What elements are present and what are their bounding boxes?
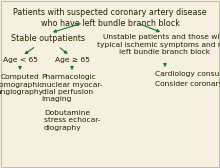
Text: Stable outpatients: Stable outpatients [11, 34, 85, 43]
Text: Age < 65: Age < 65 [3, 57, 37, 63]
Text: Patients with suspected coronary artery disease
who have left bundle branch bloc: Patients with suspected coronary artery … [13, 8, 207, 28]
Text: Unstable patients and those with
typical ischemic symptoms and new
left bundle b: Unstable patients and those with typical… [97, 34, 220, 55]
Text: Dobutamine
stress echocar-
diography: Dobutamine stress echocar- diography [44, 110, 100, 131]
Text: Cardiology consultation: Cardiology consultation [155, 71, 220, 77]
Text: Consider coronary angiography: Consider coronary angiography [155, 81, 220, 87]
Text: Pharmacologic
nuclear myocar-
dial perfusion
imaging: Pharmacologic nuclear myocar- dial perfu… [42, 74, 102, 102]
Text: Age ≥ 65: Age ≥ 65 [55, 57, 90, 63]
Text: Computed
tomographic
angiography: Computed tomographic angiography [0, 74, 44, 95]
